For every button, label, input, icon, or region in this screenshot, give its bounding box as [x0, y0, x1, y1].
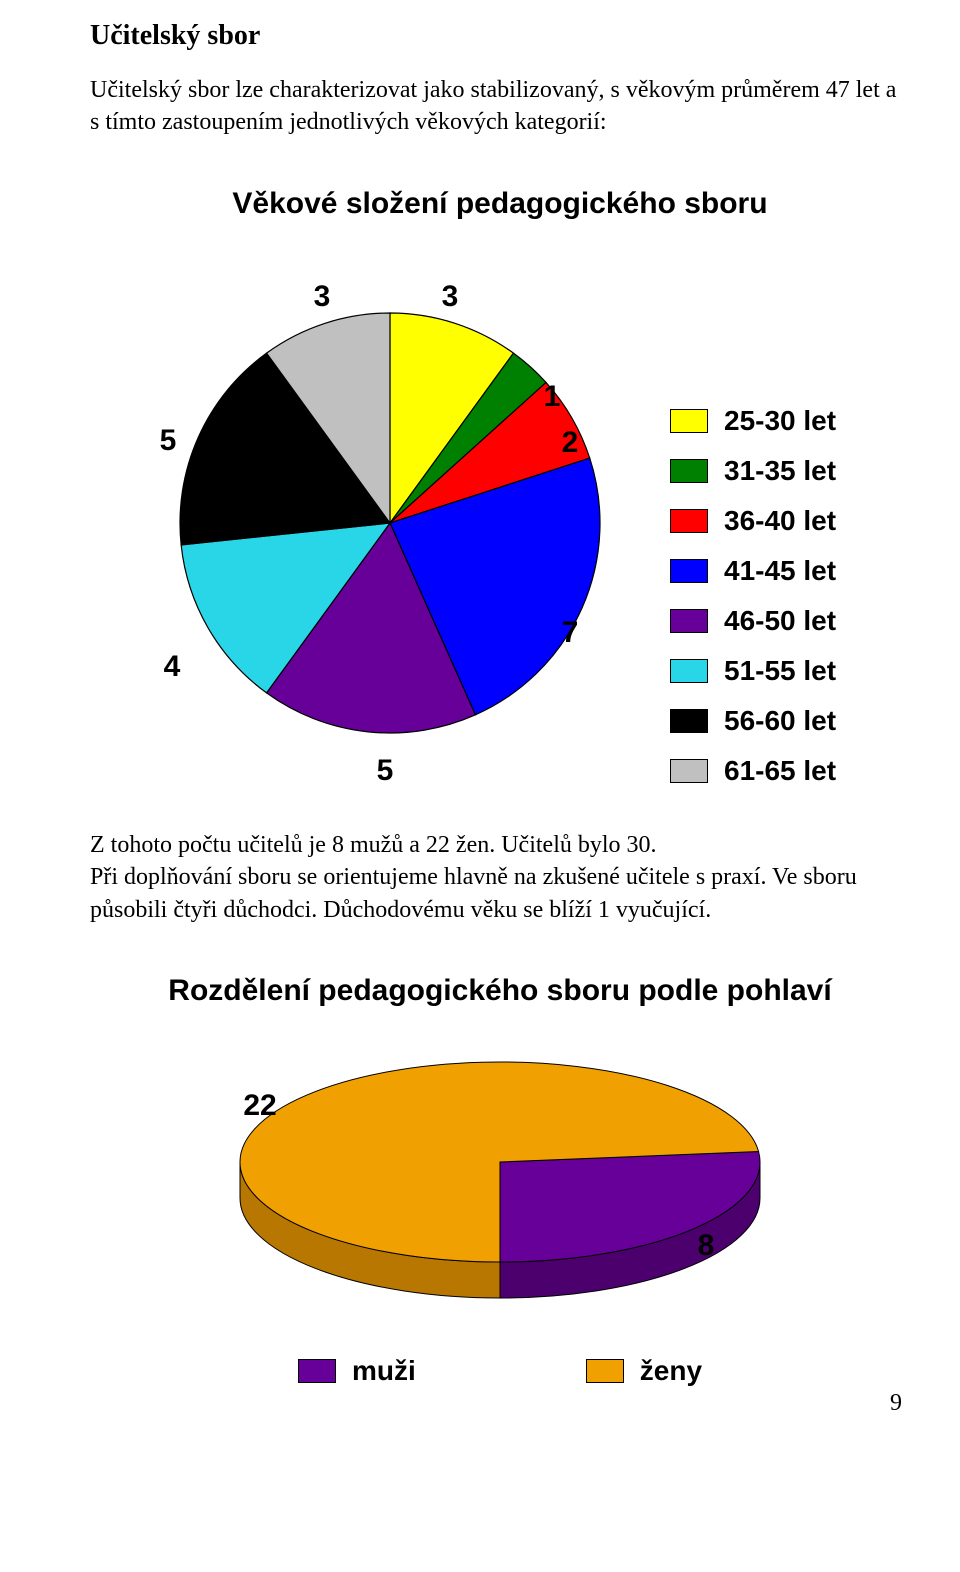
intro-paragraph: Učitelský sbor lze charakterizovat jako … [90, 74, 910, 139]
legend-label: 36-40 let [724, 505, 836, 537]
legend-label: 56-60 let [724, 705, 836, 737]
legend-swatch [586, 1359, 624, 1383]
legend-label: 41-45 let [724, 555, 836, 587]
legend-row: 31-35 let [670, 455, 836, 487]
legend-label: 31-35 let [724, 455, 836, 487]
legend-label: ženy [640, 1355, 702, 1387]
pie2-block: Rozdělení pedagogického sboru podle pohl… [90, 974, 910, 1387]
pie1-value-label: 5 [160, 424, 177, 458]
section-heading: Učitelský sbor [90, 20, 910, 52]
legend-swatch [670, 559, 708, 583]
legend-label: 46-50 let [724, 605, 836, 637]
pie2-title: Rozdělení pedagogického sboru podle pohl… [90, 974, 910, 1008]
pie1-value-label: 4 [164, 650, 181, 684]
pie1-legend: 25-30 let 31-35 let 36-40 let 41-45 let 46-5… [650, 255, 836, 805]
legend-row: 25-30 let [670, 405, 836, 437]
para2: Z tohoto počtu učitelů je 8 mužů a 22 že… [90, 829, 910, 926]
legend2-row: muži [298, 1355, 416, 1387]
pie2-value-label: 22 [243, 1089, 276, 1123]
legend-swatch [298, 1359, 336, 1383]
pie1-title: Věkové složení pedagogického sboru [90, 187, 910, 221]
pie1-value-label: 3 [442, 280, 459, 314]
pie1-block: 3 12 7 5 4 5 3 25-30 let 31-35 let 36-40 let 41-4… [90, 255, 910, 805]
pie2-value-label: 8 [698, 1229, 715, 1263]
legend-row: 36-40 let [670, 505, 836, 537]
pie1-svg [90, 255, 650, 795]
pie1-value-label: 3 [314, 280, 331, 314]
legend-swatch [670, 759, 708, 783]
legend-row: 46-50 let [670, 605, 836, 637]
pie1-wrap: 3 12 7 5 4 5 3 [90, 255, 650, 795]
legend-swatch [670, 609, 708, 633]
pie1-value-label: 5 [377, 754, 394, 788]
page-number: 9 [890, 1390, 902, 1417]
legend-row: 61-65 let [670, 755, 836, 787]
legend-label: 25-30 let [724, 405, 836, 437]
legend2-row: ženy [586, 1355, 702, 1387]
legend-row: 56-60 let [670, 705, 836, 737]
legend-label: muži [352, 1355, 416, 1387]
legend-swatch [670, 709, 708, 733]
pie2-wrap: 8 22 [180, 1042, 820, 1307]
pie1-value-label: 2 [562, 426, 579, 460]
legend-swatch [670, 509, 708, 533]
legend-label: 51-55 let [724, 655, 836, 687]
pie1-value-label: 1 [544, 380, 561, 414]
pie2-legend: muži ženy [90, 1355, 910, 1387]
legend-swatch [670, 659, 708, 683]
pie1-value-label: 7 [562, 616, 579, 650]
legend-swatch [670, 459, 708, 483]
legend-row: 51-55 let [670, 655, 836, 687]
legend-swatch [670, 409, 708, 433]
legend-label: 61-65 let [724, 755, 836, 787]
legend-row: 41-45 let [670, 555, 836, 587]
pie2-svg [180, 1042, 820, 1302]
